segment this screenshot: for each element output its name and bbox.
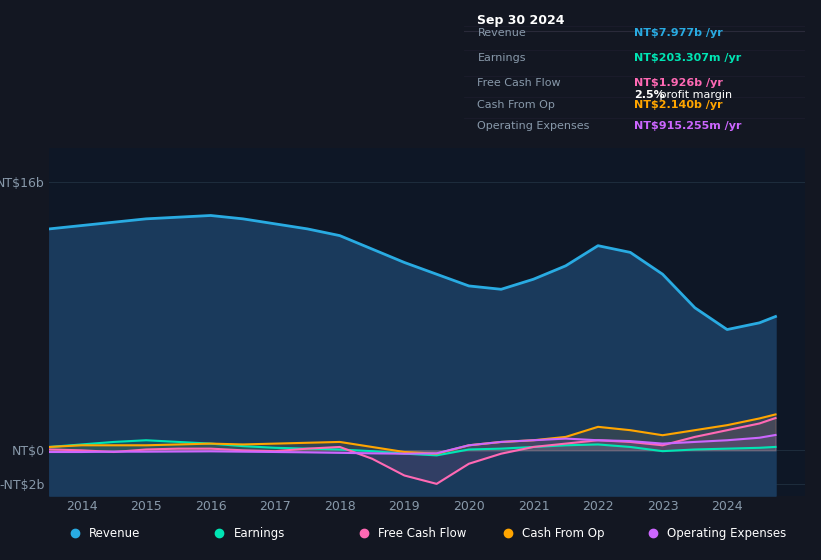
Text: Operating Expenses: Operating Expenses	[478, 122, 589, 131]
Text: Operating Expenses: Operating Expenses	[667, 527, 787, 540]
Text: 2.5%: 2.5%	[635, 90, 665, 100]
Text: Earnings: Earnings	[478, 53, 526, 63]
Text: Free Cash Flow: Free Cash Flow	[478, 78, 561, 88]
Text: NT$1.926b /yr: NT$1.926b /yr	[635, 78, 723, 88]
Text: Revenue: Revenue	[478, 29, 526, 39]
Text: Cash From Op: Cash From Op	[522, 527, 605, 540]
Text: Sep 30 2024: Sep 30 2024	[478, 14, 565, 27]
Text: Revenue: Revenue	[89, 527, 140, 540]
Text: profit margin: profit margin	[656, 90, 732, 100]
Text: Free Cash Flow: Free Cash Flow	[378, 527, 466, 540]
Text: NT$203.307m /yr: NT$203.307m /yr	[635, 53, 741, 63]
Text: NT$915.255m /yr: NT$915.255m /yr	[635, 122, 741, 131]
Text: NT$2.140b /yr: NT$2.140b /yr	[635, 100, 722, 110]
Text: Earnings: Earnings	[233, 527, 285, 540]
Text: NT$7.977b /yr: NT$7.977b /yr	[635, 29, 723, 39]
Text: Cash From Op: Cash From Op	[478, 100, 555, 110]
